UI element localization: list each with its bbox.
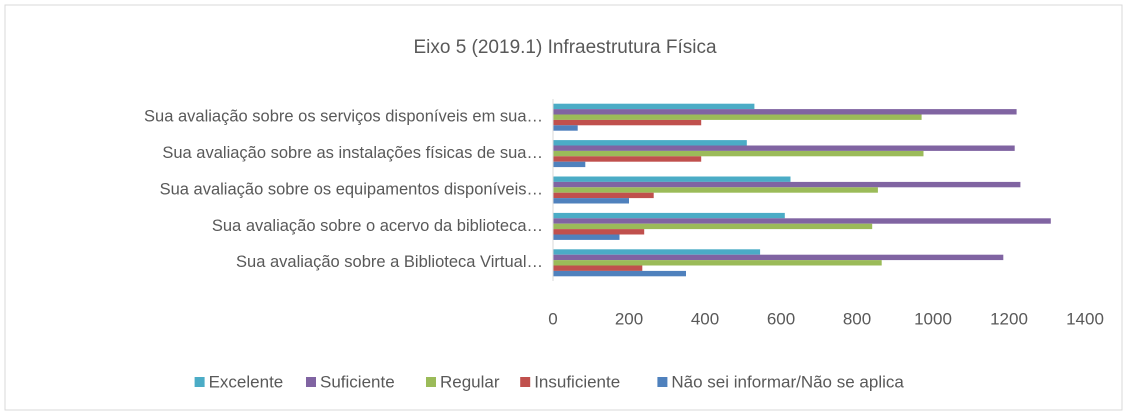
bar [553, 145, 1015, 151]
bar [553, 249, 761, 255]
x-tick-label: 0 [548, 309, 557, 328]
x-tick-label: 400 [691, 309, 719, 328]
legend-label: Regular [440, 372, 500, 391]
bar [553, 192, 654, 199]
bar [553, 260, 882, 266]
bar [553, 229, 645, 235]
y-tick-label: Sua avaliação sobre os equipamentos disp… [160, 180, 543, 198]
bar [553, 176, 791, 182]
bar [553, 181, 1021, 188]
x-tick-label: 800 [843, 309, 871, 328]
bar [553, 218, 1051, 224]
legend-swatch [657, 377, 668, 387]
bar [553, 212, 785, 219]
bar [553, 265, 643, 271]
y-tick-label: Sua avaliação sobre as instalações físic… [162, 144, 543, 162]
bar [553, 119, 702, 126]
bar [553, 223, 873, 230]
bar [553, 198, 629, 204]
legend-label: Insuficiente [534, 372, 620, 391]
bar [553, 187, 878, 193]
bar [553, 234, 620, 240]
legend-swatch [426, 377, 436, 387]
bar [553, 156, 702, 162]
bar [553, 270, 686, 277]
y-tick-label: Sua avaliação sobre o acervo da bibliote… [212, 217, 543, 235]
legend-label: Não sei informar/Não se aplica [671, 372, 904, 391]
legend-swatch [306, 377, 316, 387]
y-tick-label: Sua avaliação sobre os serviços disponív… [144, 108, 543, 126]
bar [553, 125, 578, 131]
bar [553, 150, 924, 157]
bar [553, 109, 1017, 115]
legend-label: Excelente [209, 372, 284, 391]
x-tick-label: 200 [615, 309, 643, 328]
x-tick-label: 1200 [990, 309, 1028, 328]
chart-border [4, 4, 1123, 411]
legend-swatch [194, 377, 205, 387]
x-tick-label: 1000 [914, 309, 952, 328]
x-tick-label: 600 [767, 309, 795, 328]
bar [553, 103, 755, 110]
bar [553, 140, 747, 146]
x-tick-label: 1400 [1066, 309, 1104, 328]
chart-title: Eixo 5 (2019.1) Infraestrutura Física [413, 37, 717, 58]
bar [553, 254, 1004, 261]
y-tick-label: Sua avaliação sobre a Biblioteca Virtual… [236, 253, 543, 271]
legend-label: Suficiente [320, 372, 395, 391]
bar [553, 114, 922, 120]
bar [553, 161, 586, 168]
legend-swatch [520, 377, 531, 387]
